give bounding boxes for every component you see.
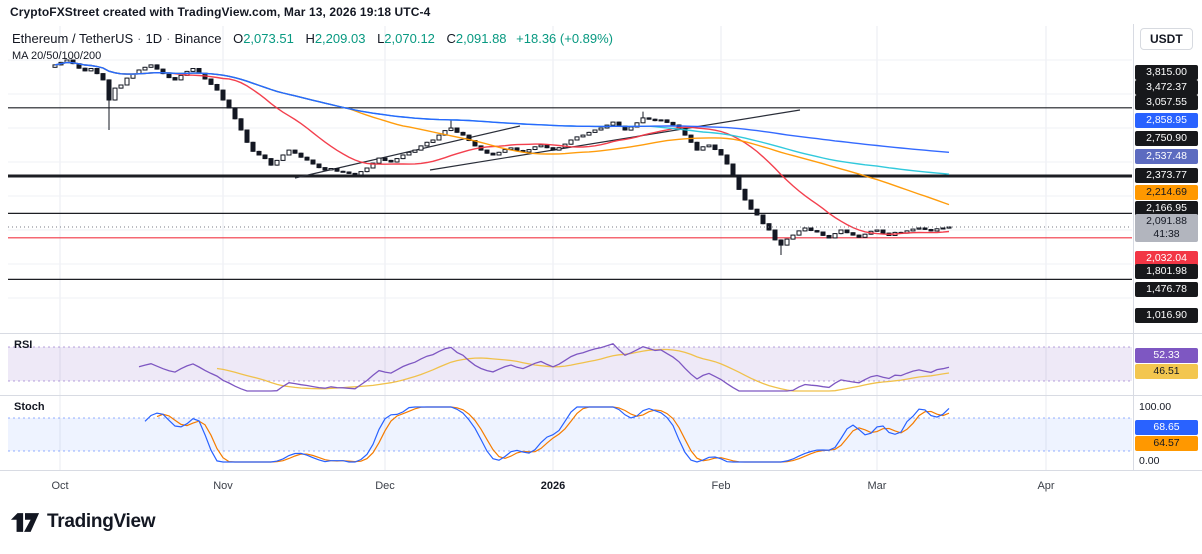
rsi-axis-label: 52.33 — [1135, 348, 1198, 363]
price-axis-label: 3,057.55 — [1135, 95, 1198, 110]
price-axis-label: 1,801.98 — [1135, 264, 1198, 279]
time-axis-label-dec: Dec — [375, 480, 395, 492]
legend-separator: · — [166, 31, 170, 46]
close-value: 2,091.88 — [456, 31, 507, 46]
interval-label: 1D — [146, 31, 163, 46]
last-price-value: 2,091.88 — [1135, 215, 1198, 228]
stoch-axis-label: 64.57 — [1135, 436, 1198, 451]
stoch-axis-label: 100.00 — [1139, 401, 1171, 413]
time-axis-label-feb: Feb — [712, 480, 731, 492]
brand-name: TradingView — [47, 511, 155, 533]
high-value: 2,209.03 — [315, 31, 366, 46]
price-axis-label: 1,016.90 — [1135, 308, 1198, 323]
price-axis-label: 3,472.37 — [1135, 80, 1198, 95]
price-axis-label: 1,476.78 — [1135, 282, 1198, 297]
price-axis-label: 2,750.90 — [1135, 131, 1198, 146]
price-axis-label: 3,815.00 — [1135, 65, 1198, 80]
footer-brand[interactable]: TradingView — [10, 511, 155, 533]
tradingview-logo-icon — [10, 512, 40, 533]
legend-separator: · — [137, 31, 141, 46]
bar-countdown: 41:38 — [1135, 228, 1198, 241]
time-axis-label-apr: Apr — [1037, 480, 1054, 492]
price-axis-label: 2,858.95 — [1135, 113, 1198, 128]
open-value: 2,073.51 — [243, 31, 294, 46]
symbol-title: Ethereum / TetherUS — [12, 31, 133, 46]
high-label: H — [305, 31, 314, 46]
rsi-axis-label: 46.51 — [1135, 364, 1198, 379]
price-axis-label: 2,214.69 — [1135, 185, 1198, 200]
last-price-label: 2,091.8841:38 — [1135, 214, 1198, 242]
close-label: C — [447, 31, 456, 46]
time-axis-label-mar: Mar — [868, 480, 887, 492]
change-value: +18.36 (+0.89%) — [516, 31, 613, 46]
ma-legend: MA 20/50/100/200 — [12, 50, 101, 62]
stoch-axis-label: 68.65 — [1135, 420, 1198, 435]
currency-button[interactable]: USDT — [1140, 28, 1193, 50]
open-label: O — [233, 31, 243, 46]
low-value: 2,070.12 — [384, 31, 435, 46]
tradingview-chart-window: CryptoFXStreet created with TradingView.… — [0, 0, 1202, 554]
exchange-label: Binance — [174, 31, 221, 46]
price-axis-label: 2,373.77 — [1135, 168, 1198, 183]
symbol-legend: Ethereum / TetherUS·1D·Binance O2,073.51… — [12, 31, 613, 46]
rsi-pane-label: RSI — [14, 339, 32, 351]
price-axis-label: 2,537.48 — [1135, 149, 1198, 164]
stoch-pane-label: Stoch — [14, 401, 45, 413]
time-axis-label-oct: Oct — [51, 480, 68, 492]
price-chart-svg[interactable] — [0, 0, 1202, 505]
time-axis-label-2026: 2026 — [541, 480, 565, 492]
time-axis-label-nov: Nov — [213, 480, 233, 492]
chart-canvas[interactable] — [0, 0, 1202, 505]
stoch-axis-label: 0.00 — [1139, 455, 1159, 467]
